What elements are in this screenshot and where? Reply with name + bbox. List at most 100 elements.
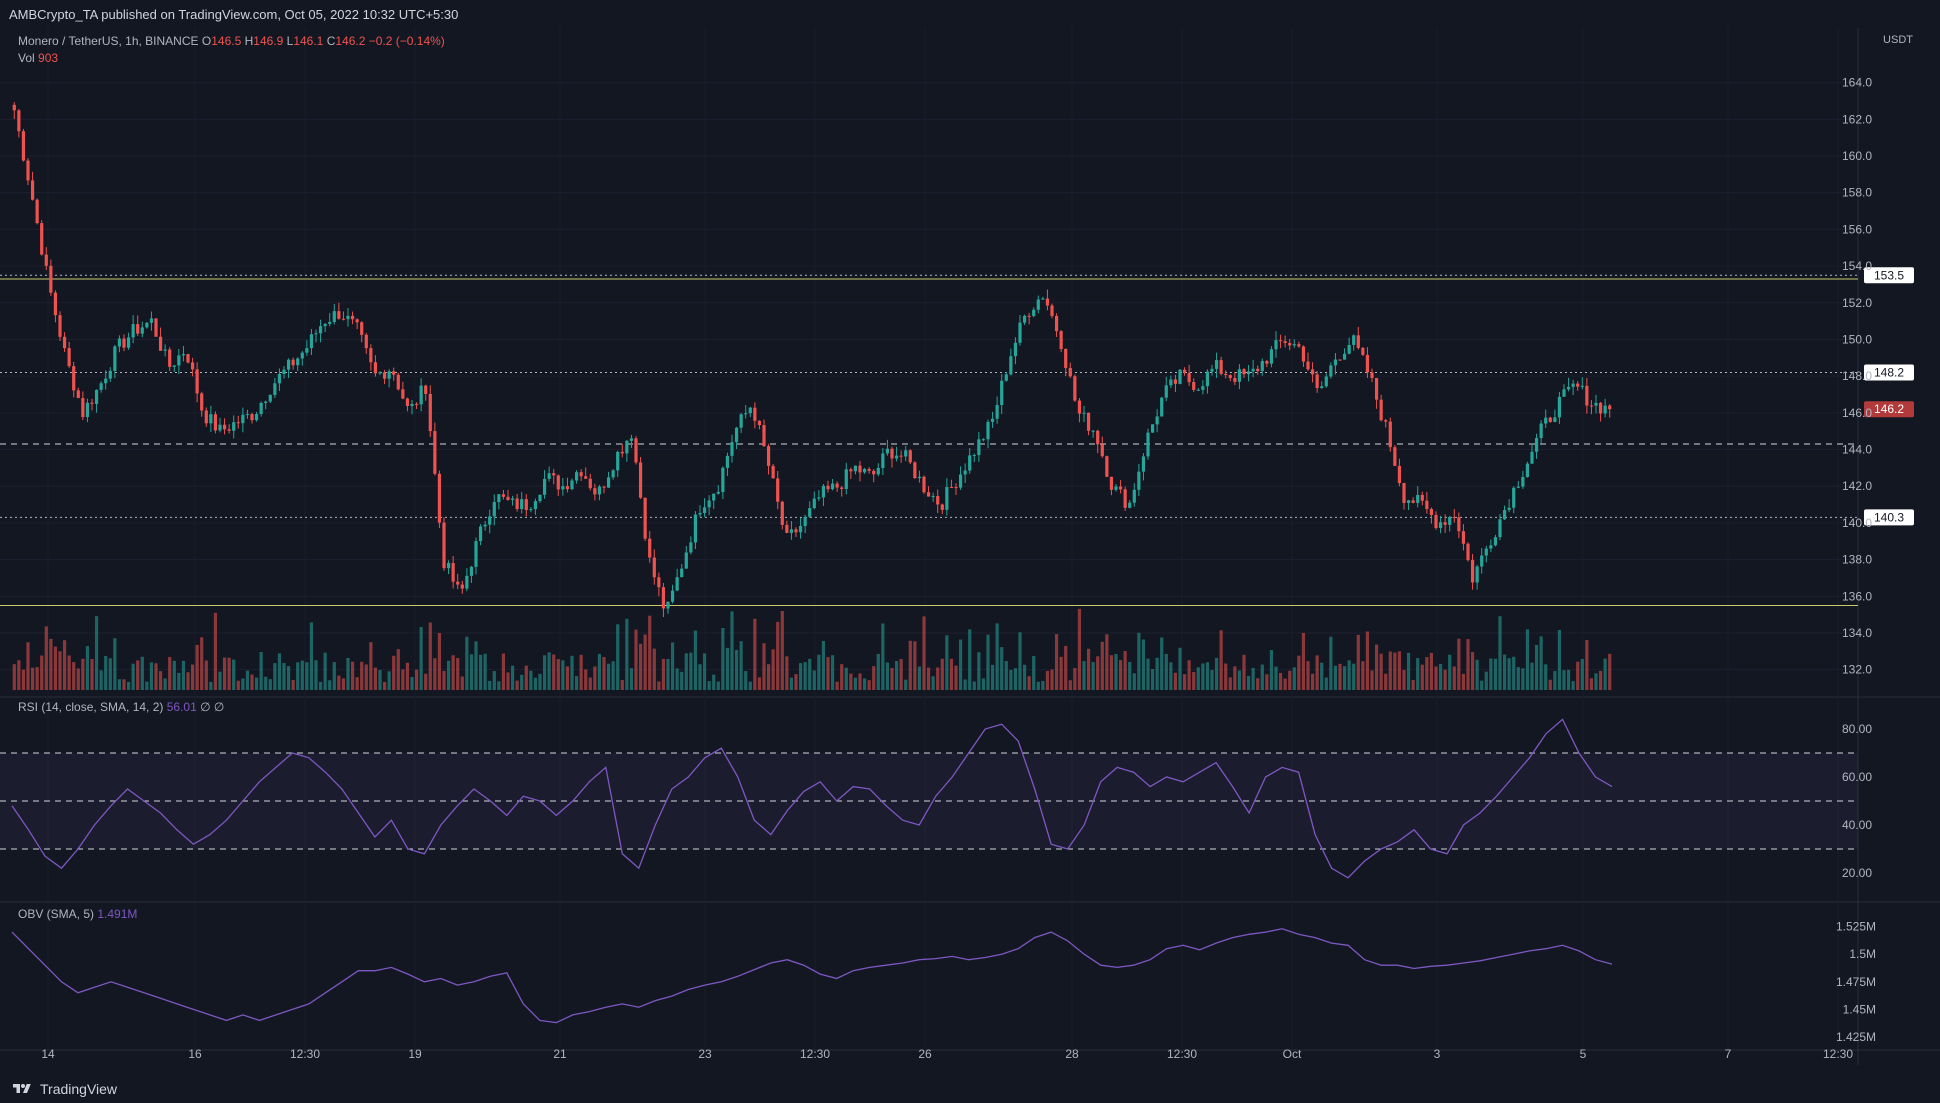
volume-bar [488,680,492,690]
volume-bar [410,676,414,690]
volume-bar [286,666,291,690]
time-tick-label: Oct [1283,1047,1302,1061]
volume-bar [588,677,592,690]
rsi-legend: RSI (14, close, SMA, 14, 2) 56.01 ∅ ∅ [18,700,224,714]
volume-bar [1434,666,1438,690]
volume-bar [456,658,460,690]
price-tick-label: 158.0 [1842,186,1872,200]
volume-bar [26,642,30,690]
volume-bar [1059,656,1063,690]
candle-body [478,526,483,542]
volume-bar [990,664,995,690]
volume-bar [254,677,259,690]
candle-body [1082,412,1086,414]
volume-bar [483,653,487,690]
candle-body [1100,444,1104,457]
candle-body [830,483,835,490]
volume-bar [648,615,652,690]
candle-body [158,336,163,351]
volume-bar [94,616,99,690]
candle-body [264,401,268,403]
candle-body [227,429,231,431]
candle-body [1068,367,1072,377]
candle-body [707,500,711,508]
volume-bar [666,658,670,690]
candle-body [913,462,917,479]
candle-body [520,499,524,510]
symbol-name: Monero / TetherUS, 1h, BINANCE [18,34,199,48]
candle-body [1512,487,1516,508]
volume-bar [131,663,135,690]
volume-bars [12,608,1612,690]
candle-body [1411,500,1415,503]
volume-bar [1585,639,1589,690]
volume-bar [529,670,533,690]
volume-bar [122,679,126,690]
tradingview-branding[interactable]: TradingView [10,1081,117,1097]
candle-body [1594,402,1598,406]
volume-bar [520,674,524,690]
candle-body [1393,447,1397,466]
candle-body [62,336,67,349]
candle-body [1187,373,1191,383]
candle-body [1342,353,1347,360]
candle-body [867,468,871,471]
volume-bar [273,663,277,690]
candle-body [35,199,39,224]
candle-body [1123,489,1127,508]
candle-body [213,414,218,431]
price-tick-label: 136.0 [1842,589,1872,603]
candle-body [1429,508,1434,516]
volume-bar [670,642,675,690]
low-value: 146.1 [293,34,324,48]
volume-bar [506,672,510,690]
candle-body [785,524,789,533]
time-tick-label: 23 [698,1047,712,1061]
candle-body [670,590,675,602]
volume-bar [1201,663,1205,690]
volume-bar [1260,664,1264,690]
volume-bar [926,667,931,690]
rsi-pane: 20.00 40.00 60.00 80.00 [0,718,1872,880]
volume-bar [798,663,803,690]
candle-body [291,359,295,366]
candle-body [49,265,53,293]
volume-bar [40,655,44,690]
volume-bar [1448,654,1452,690]
candle-body [1420,494,1424,501]
volume-bar [1502,654,1507,690]
candle-body [1032,309,1036,316]
volume-bar [250,674,254,690]
candle-body [154,318,158,337]
volume-bar [981,678,986,690]
candle-body [1155,416,1159,425]
candle-body [1009,356,1013,375]
candle-body [1379,399,1383,421]
time-tick-label: 16 [188,1047,202,1061]
candle-body [1114,486,1118,490]
volume-bar [1068,680,1072,690]
candle-body [675,577,679,591]
branding-label: TradingView [40,1081,118,1097]
candle-body [684,552,688,569]
volume-bar [30,667,35,690]
volume-bar [236,680,240,690]
volume-bar [885,662,890,690]
candle-body [81,398,85,418]
volume-bar [748,681,752,690]
candle-body [1365,354,1370,373]
candle-body [241,414,245,424]
candle-body [1137,471,1141,490]
candle-body [1557,396,1562,418]
volume-bar [419,626,423,690]
volume-bar [1525,629,1530,690]
candle-body [524,499,528,511]
volume-bar [341,678,346,690]
candle-body [693,514,698,543]
volume-bar [821,640,826,690]
candle-body [808,508,812,517]
volume-bar [602,657,606,690]
candle-body [1274,340,1278,350]
volume-bar [853,677,858,690]
